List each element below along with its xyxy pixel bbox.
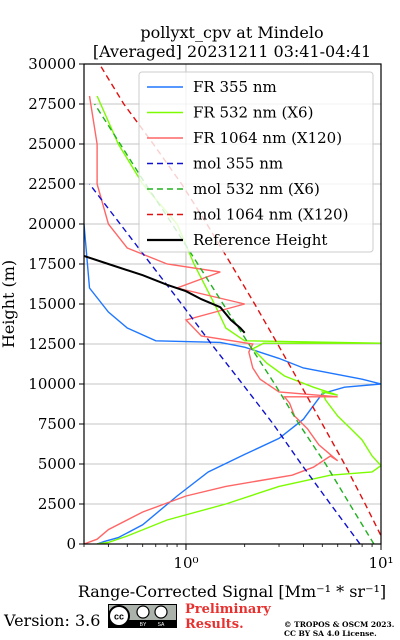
copyright-notice: © TROPOS & OSCM 2023. CC BY SA 4.0 Licen… bbox=[284, 620, 394, 638]
copyright-line-1: © TROPOS & OSCM 2023. bbox=[284, 620, 395, 629]
version-label: Version: 3.6 bbox=[4, 611, 101, 630]
y-tick-label: 2500 bbox=[38, 495, 76, 513]
legend-label: mol 1064 nm (X120) bbox=[193, 206, 348, 224]
series-line-3 bbox=[88, 183, 361, 544]
x-axis-label: Range-Corrected Signal [Mm⁻¹ * sr⁻¹] bbox=[78, 582, 386, 601]
y-tick-label: 5000 bbox=[38, 455, 76, 473]
y-axis: 0 2500 5000 7500 10000 12500 15000 17500 20000 22… bbox=[28, 55, 84, 553]
x-tick-label: 10¹ bbox=[368, 554, 393, 572]
preliminary-line-2: Results. bbox=[185, 617, 244, 632]
copyright-line-2: CC BY SA 4.0 License. bbox=[284, 629, 377, 638]
y-tick-label: 20000 bbox=[28, 215, 76, 233]
svg-text:SA: SA bbox=[158, 622, 165, 628]
y-tick-label: 10000 bbox=[28, 375, 76, 393]
legend: FR 355 nm FR 532 nm (X6) FR 1064 nm (X120)… bbox=[138, 71, 374, 253]
preliminary-notice: Preliminary Results. bbox=[185, 602, 271, 632]
chart-title: pollyxt_cpv at Mindelo bbox=[140, 23, 323, 42]
legend-label: mol 355 nm bbox=[193, 155, 283, 173]
legend-label: FR 532 nm (X6) bbox=[193, 104, 313, 122]
legend-box bbox=[138, 71, 374, 253]
series-line-6 bbox=[84, 255, 246, 334]
series-line-0 bbox=[84, 223, 381, 544]
cc-license-badge: cc BY SA bbox=[108, 604, 177, 628]
legend-label: FR 1064 nm (X120) bbox=[193, 129, 342, 147]
series-line-2 bbox=[84, 95, 339, 544]
chart-subtitle: [Averaged] 20231211 03:41-04:41 bbox=[93, 42, 371, 61]
y-tick-label: 30000 bbox=[28, 55, 76, 73]
y-tick-label: 12500 bbox=[28, 335, 76, 353]
y-tick-label: 7500 bbox=[38, 415, 76, 433]
y-tick-label: 25000 bbox=[28, 135, 76, 153]
y-tick-label: 0 bbox=[66, 535, 76, 553]
y-tick-label: 22500 bbox=[28, 175, 76, 193]
svg-text:BY: BY bbox=[140, 622, 147, 628]
x-tick-label: 10⁰ bbox=[173, 554, 198, 572]
legend-label: mol 532 nm (X6) bbox=[193, 180, 320, 198]
legend-label: Reference Height bbox=[193, 231, 327, 249]
y-tick-label: 15000 bbox=[28, 295, 76, 313]
series-line-1 bbox=[96, 95, 381, 544]
y-tick-label: 27500 bbox=[28, 95, 76, 113]
legend-label: FR 355 nm bbox=[193, 78, 277, 96]
svg-text:cc: cc bbox=[114, 612, 124, 622]
y-tick-label: 17500 bbox=[28, 255, 76, 273]
preliminary-line-1: Preliminary bbox=[185, 602, 271, 617]
x-axis: 10⁰ 10¹ bbox=[83, 544, 394, 572]
y-axis-label: Height (m) bbox=[0, 260, 18, 348]
